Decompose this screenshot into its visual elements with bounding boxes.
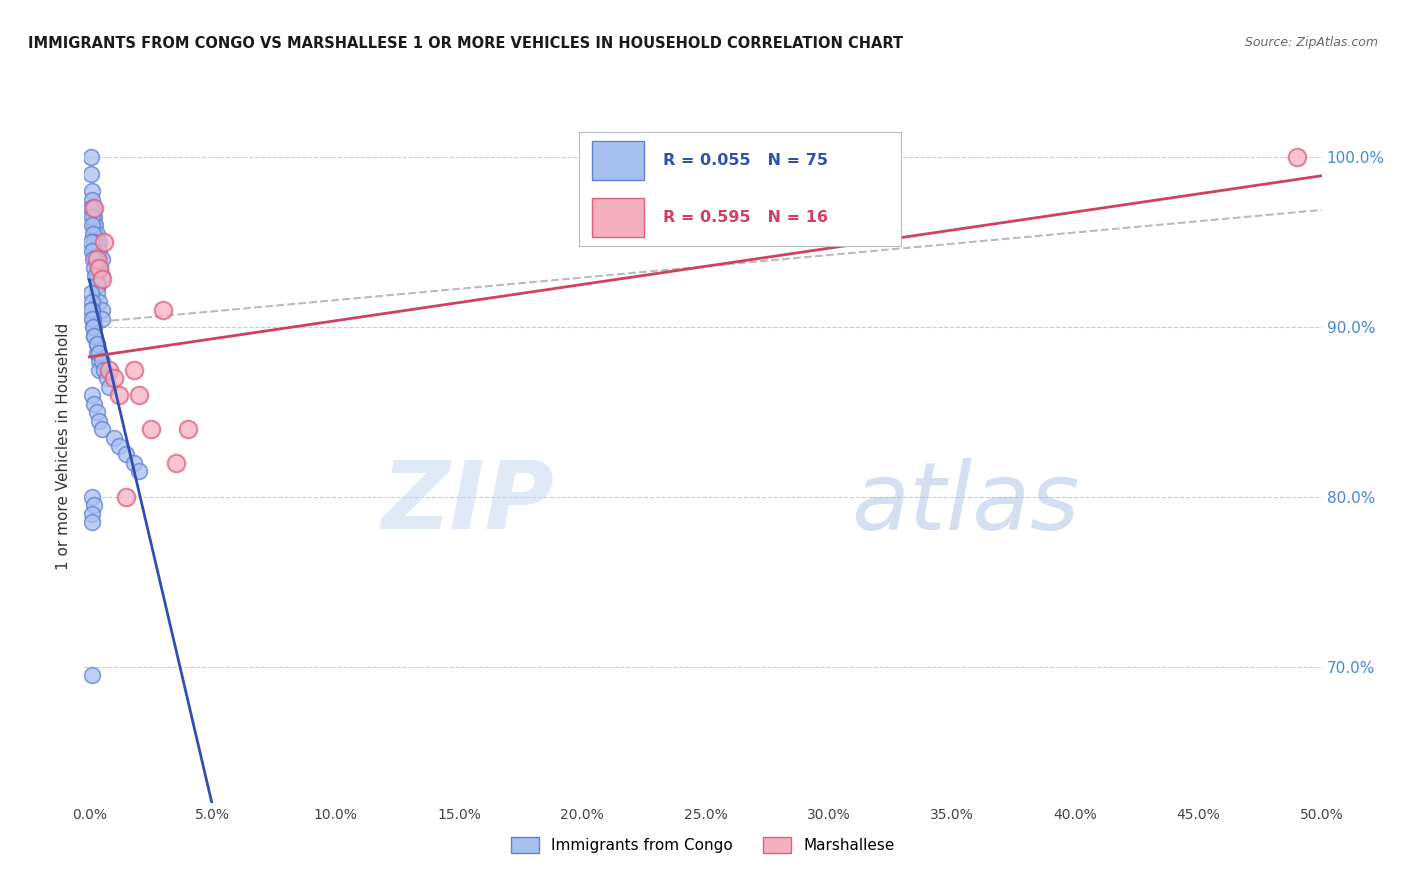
Point: [128, 465, 150, 479]
Point: [83, 396, 105, 410]
Point: [177, 422, 200, 436]
Point: [80, 490, 103, 504]
Point: [83, 210, 105, 224]
Point: [84, 269, 107, 284]
Point: [87, 252, 110, 266]
Point: [83, 499, 105, 513]
Point: [89, 235, 111, 249]
Text: IMMIGRANTS FROM CONGO VS MARSHALLESE 1 OR MORE VEHICLES IN HOUSEHOLD CORRELATION: IMMIGRANTS FROM CONGO VS MARSHALLESE 1 O…: [28, 36, 903, 51]
Point: [89, 354, 111, 368]
Point: [89, 244, 111, 258]
Point: [83, 328, 105, 343]
Point: [80, 294, 103, 309]
Point: [89, 362, 111, 376]
Y-axis label: 1 or more Vehicles in Household: 1 or more Vehicles in Household: [56, 322, 72, 570]
Point: [83, 244, 105, 258]
Point: [86, 286, 108, 301]
Point: [90, 252, 112, 266]
Point: [108, 439, 131, 453]
Point: [82, 320, 104, 334]
Text: atlas: atlas: [852, 458, 1080, 549]
Point: [86, 337, 108, 351]
Point: [90, 269, 112, 284]
Point: [80, 668, 103, 682]
Point: [86, 269, 108, 284]
Point: [80, 516, 103, 530]
Point: [122, 456, 145, 470]
Point: [90, 311, 112, 326]
Point: [1285, 150, 1308, 164]
Point: [86, 345, 108, 359]
Legend: Immigrants from Congo, Marshallese: Immigrants from Congo, Marshallese: [505, 831, 901, 859]
Point: [79, 201, 101, 215]
Point: [89, 252, 111, 266]
Point: [83, 328, 105, 343]
Point: [98, 362, 121, 376]
Point: [103, 371, 125, 385]
Point: [90, 272, 112, 286]
Point: [86, 337, 108, 351]
Point: [86, 260, 108, 275]
Point: [90, 354, 112, 368]
Point: [86, 227, 108, 241]
Point: [80, 507, 103, 521]
Point: [89, 345, 111, 359]
Point: [80, 244, 103, 258]
Point: [87, 277, 110, 292]
Point: [83, 201, 105, 215]
Point: [139, 422, 162, 436]
Point: [79, 235, 101, 249]
Point: [79, 167, 101, 181]
Point: [128, 388, 150, 402]
Point: [82, 201, 104, 215]
Point: [86, 244, 108, 258]
Point: [82, 227, 104, 241]
Point: [89, 413, 111, 427]
Text: Source: ZipAtlas.com: Source: ZipAtlas.com: [1244, 36, 1378, 49]
Point: [90, 422, 112, 436]
Point: [83, 218, 105, 232]
Point: [80, 303, 103, 318]
Point: [89, 260, 111, 275]
Point: [122, 362, 145, 376]
Text: ZIP: ZIP: [381, 457, 554, 549]
Point: [115, 490, 138, 504]
Point: [89, 294, 111, 309]
Point: [83, 201, 105, 215]
Point: [83, 235, 105, 249]
Point: [86, 405, 108, 419]
Point: [86, 277, 108, 292]
Point: [152, 303, 174, 318]
Point: [80, 184, 103, 198]
Point: [84, 252, 107, 266]
Point: [80, 311, 103, 326]
Point: [93, 235, 115, 249]
Point: [80, 218, 103, 232]
Point: [98, 379, 121, 393]
Point: [86, 252, 108, 266]
Point: [82, 193, 104, 207]
Point: [165, 456, 187, 470]
Point: [80, 150, 103, 164]
Point: [93, 362, 115, 376]
Point: [90, 303, 112, 318]
Point: [86, 235, 108, 249]
Point: [115, 448, 138, 462]
Point: [80, 210, 103, 224]
Point: [84, 218, 107, 232]
Point: [96, 371, 118, 385]
Point: [83, 260, 105, 275]
Point: [82, 252, 104, 266]
Point: [103, 430, 125, 444]
Point: [79, 286, 101, 301]
Point: [80, 388, 103, 402]
Point: [108, 388, 131, 402]
Point: [79, 303, 101, 318]
Point: [89, 260, 111, 275]
Point: [83, 227, 105, 241]
Point: [82, 311, 104, 326]
Point: [83, 320, 105, 334]
